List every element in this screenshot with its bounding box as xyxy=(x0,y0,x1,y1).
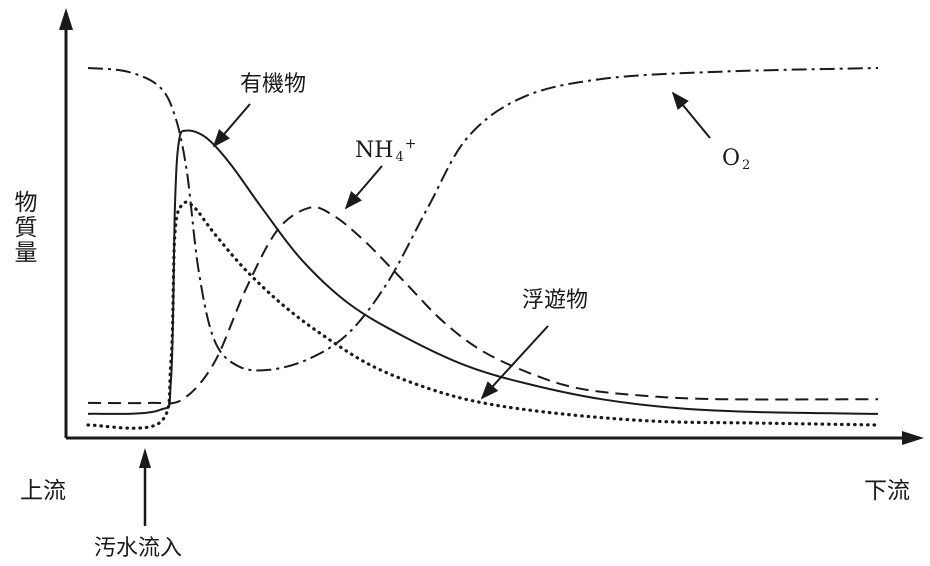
inflow-arrowhead xyxy=(139,448,151,468)
pointer-arrow-ammonium xyxy=(344,165,383,210)
oxygen-label-base: O xyxy=(722,146,741,171)
inflow-annotation: 汚水流入 xyxy=(94,536,183,561)
series-line-suspended xyxy=(86,200,880,430)
x-axis-arrowhead xyxy=(902,431,924,445)
series-label-ammonium: NH 4+ xyxy=(355,137,416,165)
ammonium-label-subscript: 4 xyxy=(395,150,404,165)
pointer-arrow-oxygen xyxy=(671,91,711,139)
pointer-arrow-organic xyxy=(212,103,251,148)
ammonium-label-superscript: + xyxy=(404,136,417,152)
series-label-organic: 有機物 xyxy=(240,72,307,97)
y-axis-arrowhead xyxy=(59,8,73,30)
series-line-ammonium xyxy=(87,206,879,405)
oxygen-label-subscript: 2 xyxy=(742,158,751,173)
series-line-oxygen xyxy=(87,67,879,372)
series-line-organic xyxy=(87,129,879,415)
x-axis-end-label: 下流 xyxy=(864,478,910,504)
series-label-suspended: 浮遊物 xyxy=(522,288,589,313)
pointer-arrow-suspended xyxy=(480,325,549,400)
x-axis-start-label: 上流 xyxy=(20,478,66,504)
y-axis-label: 物質量 xyxy=(10,190,36,265)
ammonium-label-base: NH xyxy=(355,138,394,163)
